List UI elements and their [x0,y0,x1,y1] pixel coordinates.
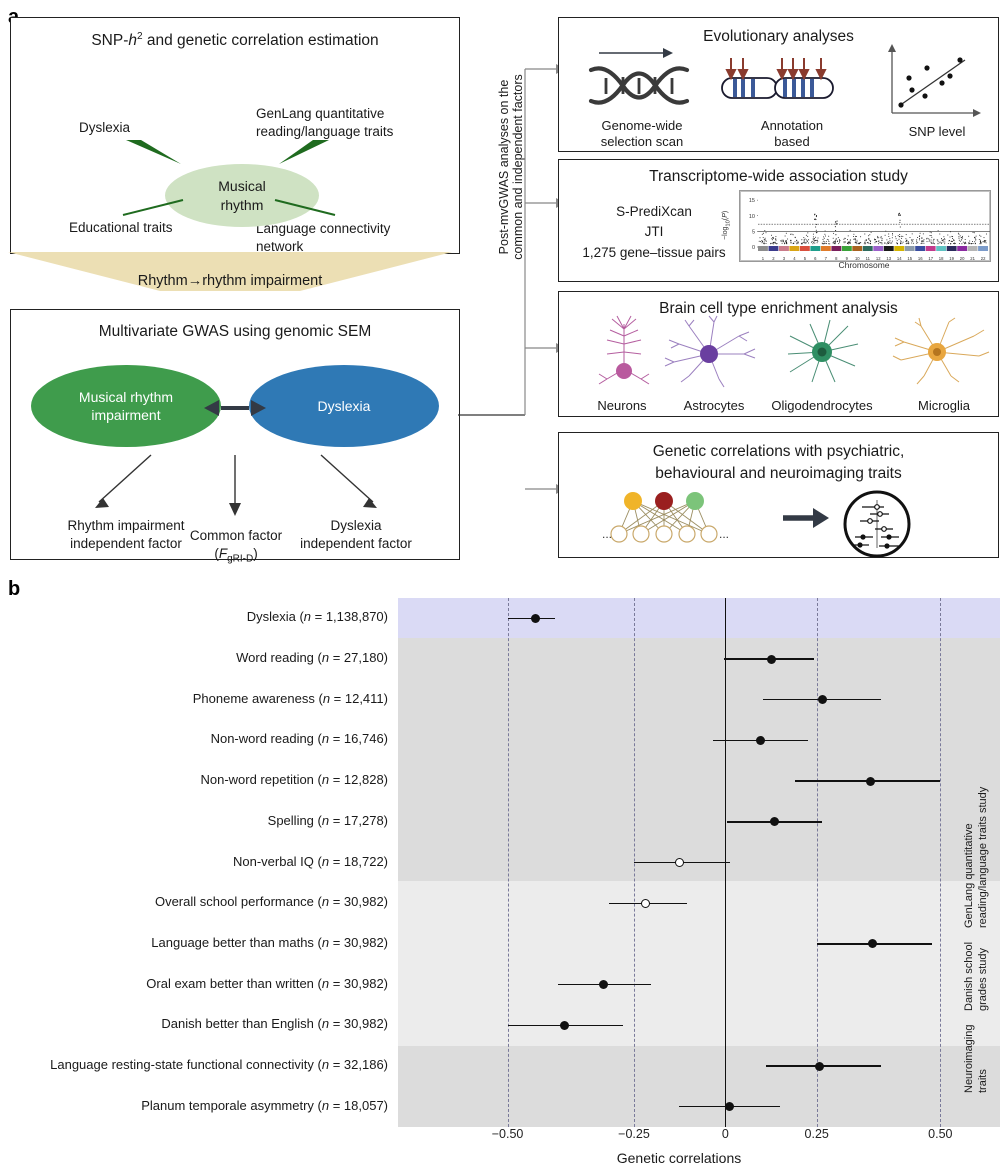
svg-text:0: 0 [752,245,755,251]
svg-text:15: 15 [749,198,755,204]
svg-text:...: ... [719,527,729,541]
svg-text:10: 10 [749,214,755,220]
svg-text:5: 5 [752,229,755,235]
svg-text:...: ... [602,527,612,541]
